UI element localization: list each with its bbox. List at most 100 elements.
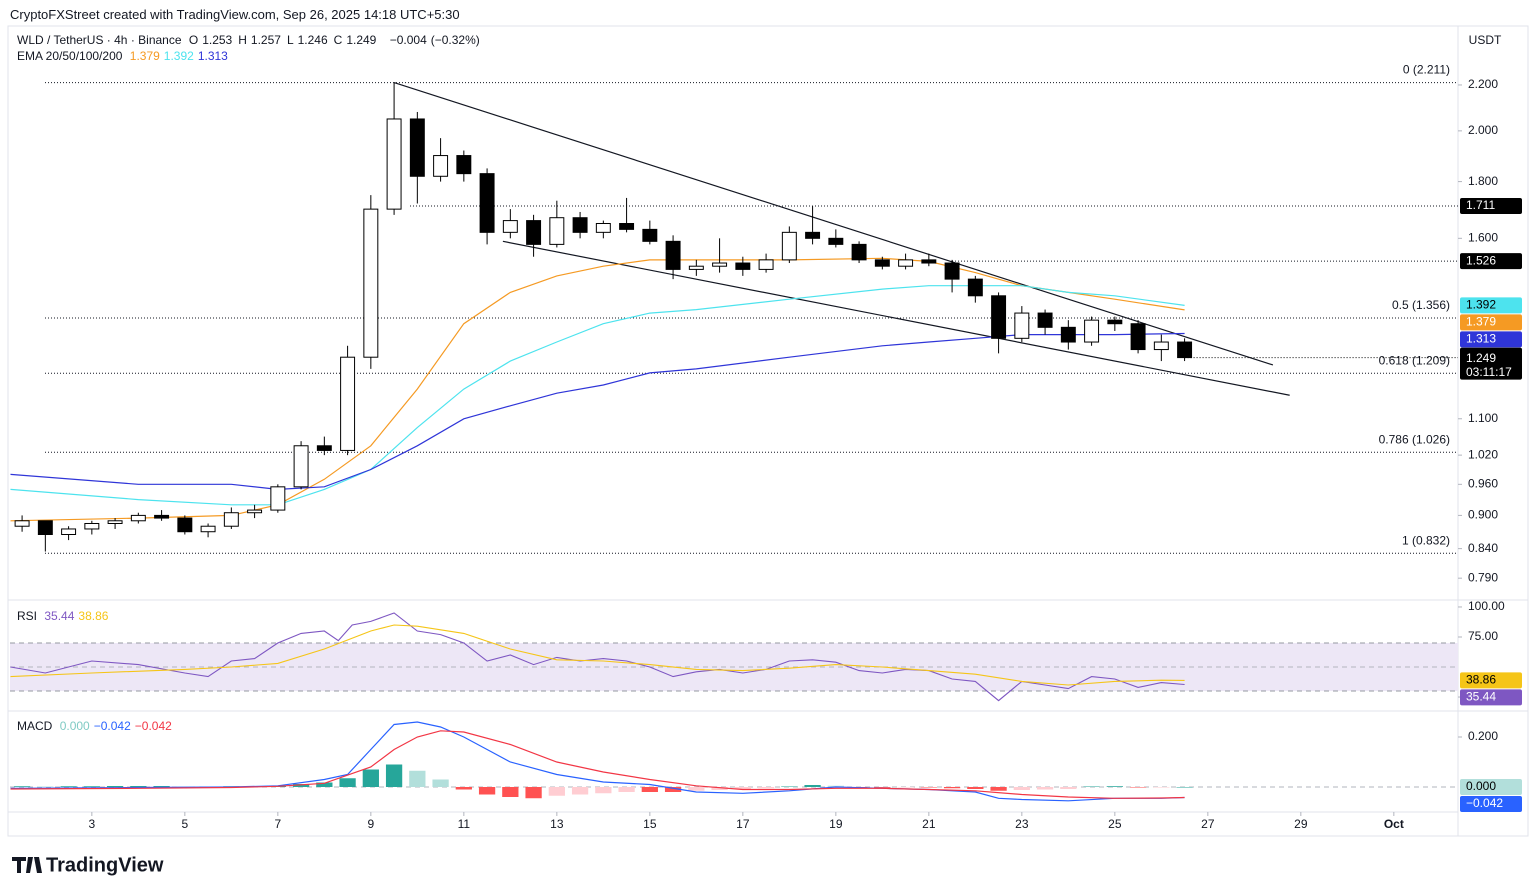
candle-body: [665, 240, 681, 270]
rsi-line: [10, 612, 1185, 702]
y-tick-label: 1.100: [1468, 411, 1498, 425]
change: −0.004: [389, 33, 427, 47]
rsi-value: 35.44: [44, 609, 75, 623]
price-tag: [1460, 314, 1522, 331]
candle-body: [1107, 319, 1123, 325]
macd-histogram-bar: [37, 786, 54, 787]
ema-value: 1.313: [197, 49, 228, 63]
candle-body: [619, 223, 635, 230]
y-tick-label: 100.00: [1468, 599, 1505, 613]
macd-histogram-bar: [1153, 787, 1170, 788]
fib-label: 0.786 (1.026): [1379, 432, 1450, 446]
macd-histogram-bar: [292, 784, 310, 787]
candle-body: [293, 445, 309, 488]
x-tick-label: 9: [367, 817, 374, 831]
candle-body: [1177, 341, 1193, 359]
macd-histogram-bar: [502, 787, 519, 797]
rsi-line: [10, 624, 1185, 686]
candle-body: [1084, 319, 1100, 343]
y-tick-label: 0.960: [1468, 476, 1498, 490]
macd-histogram-bar: [153, 786, 170, 787]
candle-body: [572, 217, 588, 233]
price-tag-label: 1.392: [1466, 298, 1496, 312]
ohlc-value: 1.249: [346, 33, 377, 47]
chart-frame: [7, 25, 1529, 837]
price-tag: [1460, 297, 1522, 314]
candle-body: [409, 118, 425, 177]
candle-body: [828, 237, 844, 245]
macd-histogram-bar: [711, 787, 728, 790]
ema-line: [10, 257, 1185, 522]
candle-body: [456, 155, 472, 175]
macd-histogram-bar: [409, 770, 426, 787]
macd-value: 0.000: [59, 719, 90, 733]
x-tick-label: 19: [829, 817, 843, 831]
macd-histogram-bar: [478, 787, 496, 795]
fib-label: 1 (0.832): [1402, 533, 1450, 547]
x-tick-label: 21: [922, 817, 936, 831]
x-tick-label: 7: [274, 817, 281, 831]
y-tick-label: 1.600: [1468, 230, 1498, 244]
price-tag-label: −0.042: [1466, 796, 1503, 810]
candle-body: [61, 528, 77, 536]
macd-histogram-bar: [362, 769, 379, 787]
trendline: [502, 240, 1290, 396]
candle-body: [14, 520, 30, 527]
price-tag-label: 1.379: [1466, 315, 1496, 329]
price-tag: [1460, 689, 1522, 706]
ema-value: 1.379: [129, 49, 160, 63]
rsi-title: RSI: [17, 609, 38, 623]
macd-histogram-bar: [432, 779, 449, 787]
y-tick-label: 2.000: [1468, 123, 1498, 137]
x-tick-label: 25: [1108, 817, 1122, 831]
macd-histogram-bar: [316, 782, 333, 787]
candle-body: [898, 259, 914, 267]
macd-histogram-bar: [688, 787, 705, 791]
x-tick-label: 15: [643, 817, 657, 831]
price-tag-label: 0.000: [1466, 779, 1496, 793]
candle-body: [805, 231, 821, 239]
candle-body: [270, 486, 286, 511]
candle-body: [1130, 323, 1146, 351]
macd-value: −0.042: [134, 719, 172, 733]
candle-body: [1014, 312, 1030, 339]
candle-body: [967, 278, 983, 297]
candle-body: [991, 295, 1007, 339]
y-tick-label: 1.020: [1468, 447, 1498, 461]
fib-label: 0.5 (1.356): [1392, 298, 1450, 312]
ohlc-value: 1.246: [297, 33, 328, 47]
x-tick-label: 29: [1294, 817, 1308, 831]
macd-histogram-bar: [757, 787, 775, 789]
x-tick-label: Oct: [1384, 817, 1404, 831]
price-tag: [1460, 331, 1522, 348]
candle-body: [688, 265, 704, 270]
rsi-legend: RSI 35.44 38.86: [17, 609, 112, 623]
price-tag-label: 1.526: [1466, 253, 1496, 267]
y-tick-label: 0.840: [1468, 541, 1498, 555]
macd-histogram-bar: [106, 786, 124, 787]
price-tag: [1460, 796, 1522, 812]
y-tick-label: 0.200: [1468, 729, 1498, 743]
macd-histogram-bar: [525, 787, 542, 799]
macd-histogram-bar: [618, 787, 635, 792]
macd-histogram-bar: [455, 787, 472, 790]
macd-histogram-bar: [548, 787, 565, 796]
macd-histogram-bar: [339, 778, 356, 787]
candle-body: [340, 356, 356, 451]
y-tick-label: 0.900: [1468, 508, 1498, 522]
macd-histogram-bar: [943, 787, 961, 789]
macd-histogram-bar: [1106, 786, 1123, 787]
symbol: WLD / TetherUS · 4h · Binance: [17, 33, 182, 47]
candle-body: [595, 223, 611, 233]
y-tick-label: 2.200: [1468, 77, 1498, 91]
macd-histogram-bar: [1060, 787, 1077, 789]
price-tag-label: 1.313: [1466, 332, 1496, 346]
candle-body: [1060, 326, 1076, 343]
candle-body: [549, 217, 565, 245]
candle-body: [712, 262, 728, 267]
macd-histogram-bar: [130, 786, 147, 787]
logo-text: TradingView: [46, 854, 164, 876]
macd-histogram-bar: [920, 787, 937, 788]
macd-histogram-bar: [1176, 787, 1193, 788]
